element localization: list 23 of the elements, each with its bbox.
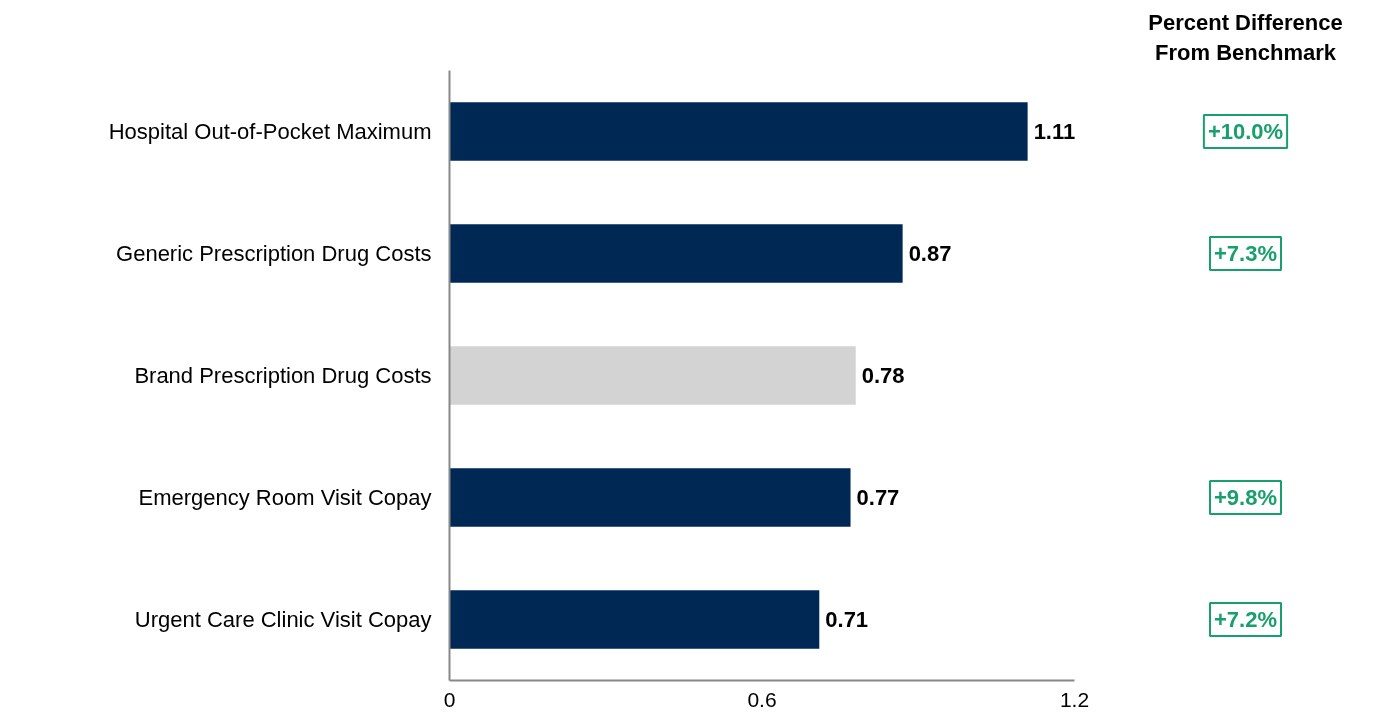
data-label: +7.3% <box>1214 241 1277 266</box>
x-tick-label: 1.2 <box>1059 687 1090 711</box>
y-tick-label: Brand Prescription Drug Costs <box>134 363 432 388</box>
bar <box>449 102 1028 161</box>
data-label: 0.78 <box>861 363 905 388</box>
data-label: 0.77 <box>856 485 900 510</box>
x-tick-label: 0.6 <box>747 687 777 711</box>
data-label: 0.71 <box>825 607 869 632</box>
data-label: +7.2% <box>1214 607 1277 632</box>
bar <box>449 468 851 527</box>
bar <box>449 224 903 283</box>
y-tick-label: Hospital Out-of-Pocket Maximum <box>108 119 432 144</box>
data-label: +9.8% <box>1214 485 1277 510</box>
data-label: 0.87 <box>908 241 952 266</box>
data-label: 1.11 <box>1033 119 1076 144</box>
y-tick-label: Emergency Room Visit Copay <box>138 485 432 510</box>
bar <box>449 346 856 405</box>
x-tick-label: 0 <box>443 687 456 711</box>
text: Percent Difference From Benchmark <box>1148 10 1343 65</box>
y-tick-label: Urgent Care Clinic Visit Copay <box>134 607 432 632</box>
y-tick-label: Generic Prescription Drug Costs <box>116 241 432 266</box>
data-label: +10.0% <box>1207 119 1284 144</box>
bar <box>449 590 820 649</box>
